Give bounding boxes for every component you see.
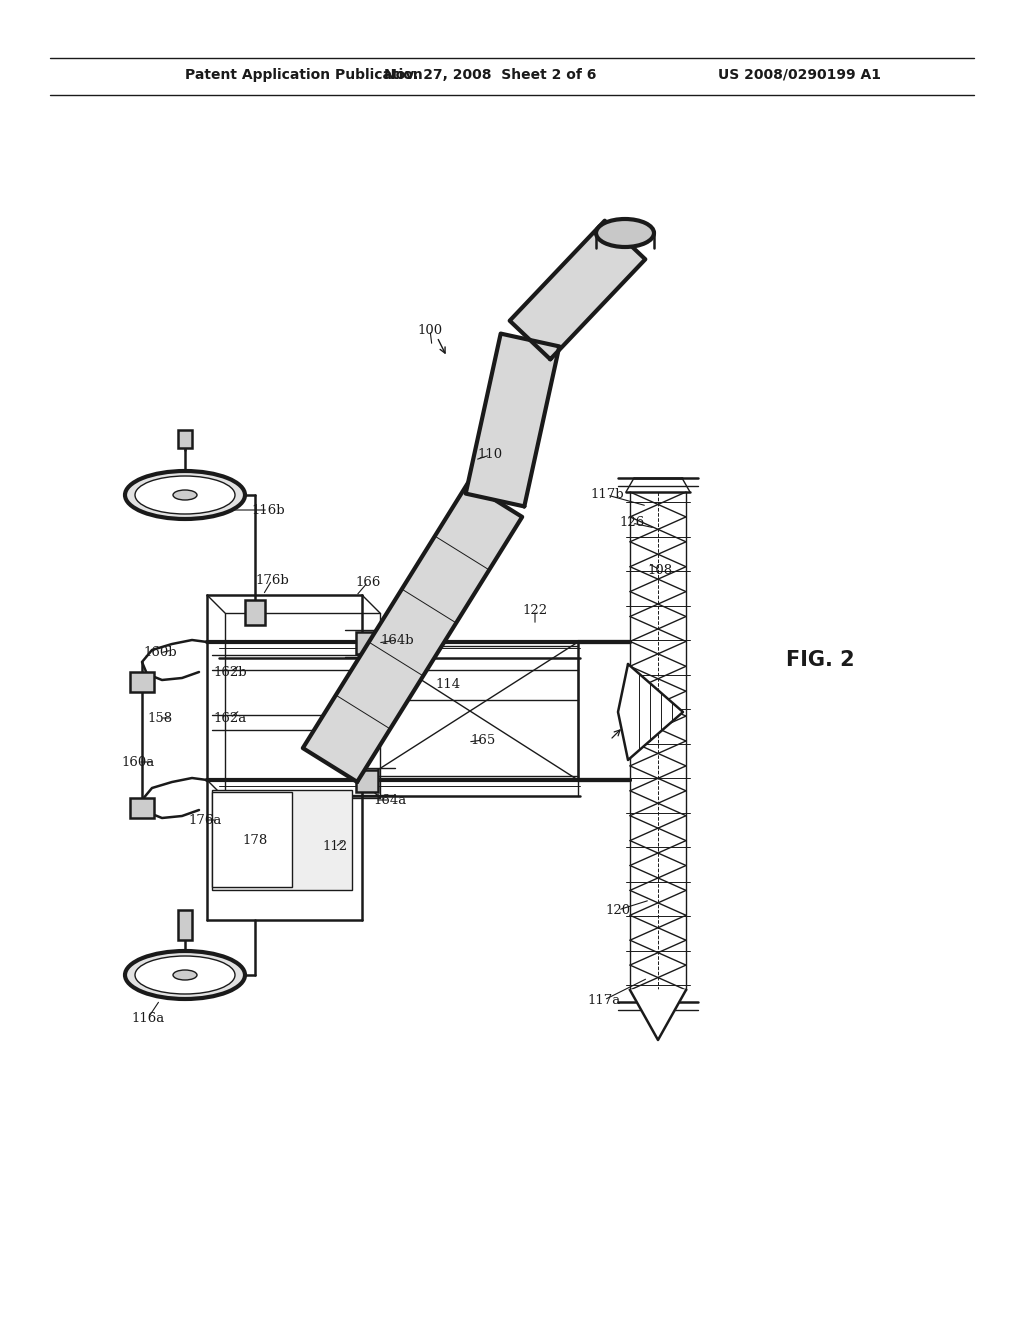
Text: 110: 110 (477, 449, 503, 462)
Bar (245, 601, 265, 624)
Text: 117a: 117a (588, 994, 621, 1006)
Ellipse shape (125, 950, 245, 999)
Bar (130, 672, 154, 692)
Ellipse shape (135, 956, 234, 994)
Text: 178: 178 (243, 833, 267, 846)
Text: 122: 122 (522, 603, 548, 616)
Text: 116a: 116a (131, 1011, 165, 1024)
Bar (212, 789, 352, 890)
Text: 164a: 164a (374, 793, 407, 807)
Text: 100: 100 (418, 323, 442, 337)
Text: 117b: 117b (590, 488, 624, 502)
Text: 162a: 162a (213, 711, 247, 725)
Text: 165: 165 (470, 734, 496, 747)
Polygon shape (630, 990, 686, 1040)
Text: 114: 114 (435, 678, 461, 692)
Text: 178: 178 (240, 829, 264, 842)
Text: 162b: 162b (213, 665, 247, 678)
Text: 166: 166 (355, 576, 381, 589)
Text: Nov. 27, 2008  Sheet 2 of 6: Nov. 27, 2008 Sheet 2 of 6 (384, 69, 596, 82)
Text: 160a: 160a (122, 755, 155, 768)
Text: 158: 158 (147, 711, 173, 725)
Text: 112: 112 (323, 841, 347, 854)
Ellipse shape (125, 471, 245, 519)
Text: 108: 108 (647, 564, 673, 577)
Polygon shape (510, 220, 645, 359)
Bar (356, 632, 378, 653)
Polygon shape (618, 664, 683, 760)
Text: US 2008/0290199 A1: US 2008/0290199 A1 (719, 69, 882, 82)
Bar (130, 799, 154, 818)
Bar (212, 792, 292, 887)
Bar (178, 430, 193, 447)
Bar (178, 909, 193, 940)
Ellipse shape (173, 490, 197, 500)
Bar (356, 770, 378, 792)
Polygon shape (466, 334, 559, 507)
Text: 116b: 116b (251, 503, 285, 516)
Text: 164b: 164b (380, 634, 414, 647)
Ellipse shape (135, 477, 234, 513)
Text: 160b: 160b (143, 647, 177, 660)
Ellipse shape (596, 219, 654, 247)
Polygon shape (303, 483, 522, 781)
Text: 176a: 176a (188, 813, 221, 826)
Text: 176b: 176b (255, 573, 289, 586)
Text: FIG. 2: FIG. 2 (785, 649, 854, 671)
Text: Patent Application Publication: Patent Application Publication (185, 69, 423, 82)
Text: 126: 126 (620, 516, 645, 529)
Text: 120: 120 (605, 903, 631, 916)
Ellipse shape (173, 970, 197, 979)
